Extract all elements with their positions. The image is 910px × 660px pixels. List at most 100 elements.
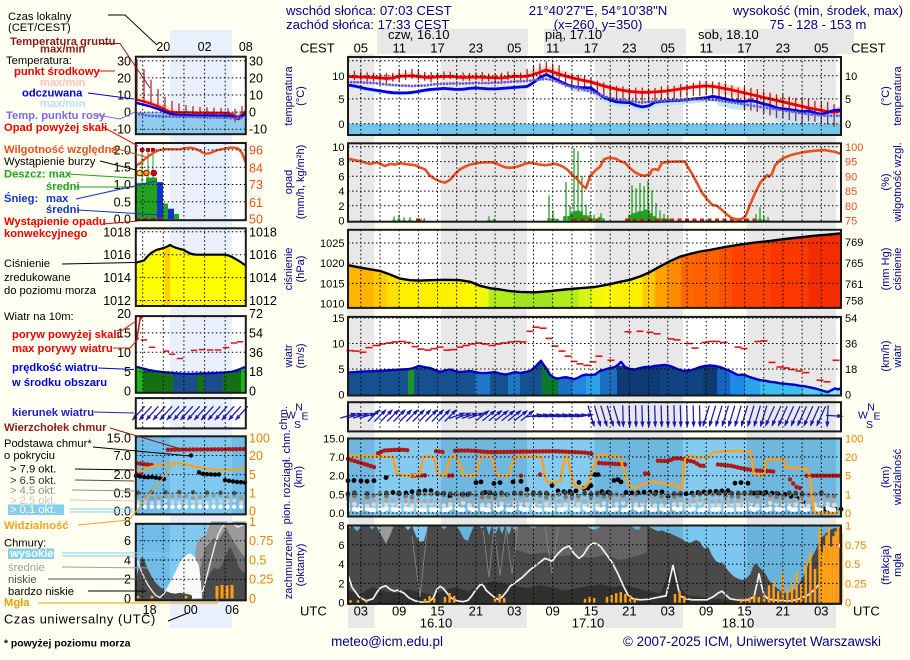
svg-text:(hPa): (hPa) bbox=[295, 256, 307, 283]
svg-text:23: 23 bbox=[776, 41, 790, 56]
svg-text:1014: 1014 bbox=[103, 271, 131, 285]
svg-text:17: 17 bbox=[737, 41, 751, 56]
svg-text:8: 8 bbox=[338, 157, 344, 169]
svg-text:(°C): (°C) bbox=[880, 86, 892, 106]
svg-text:max porywy wiatru: max porywy wiatru bbox=[12, 343, 113, 355]
svg-text:max/min: max/min bbox=[40, 98, 86, 110]
svg-text:pią, 17.10: pią, 17.10 bbox=[545, 27, 602, 42]
svg-text:> 0.1 okt.: > 0.1 okt. bbox=[10, 504, 56, 516]
svg-text:4: 4 bbox=[338, 559, 344, 571]
svg-text:5: 5 bbox=[338, 94, 344, 106]
svg-text:20: 20 bbox=[117, 71, 131, 85]
svg-text:zachód słońca: 17:33 CEST: zachód słońca: 17:33 CEST bbox=[286, 17, 449, 32]
svg-text:03: 03 bbox=[507, 604, 521, 619]
svg-text:05: 05 bbox=[507, 41, 521, 56]
svg-text:1018: 1018 bbox=[249, 225, 277, 239]
svg-text:30: 30 bbox=[117, 54, 131, 68]
svg-text:03: 03 bbox=[661, 604, 675, 619]
svg-text:15.0: 15.0 bbox=[107, 431, 131, 445]
svg-text:10: 10 bbox=[332, 339, 344, 351]
svg-text:UTC: UTC bbox=[853, 604, 880, 619]
svg-text:-10: -10 bbox=[113, 123, 131, 137]
svg-text:23: 23 bbox=[469, 41, 483, 56]
svg-text:54: 54 bbox=[845, 313, 857, 325]
svg-text:średnie: średnie bbox=[8, 562, 45, 574]
svg-text:23: 23 bbox=[622, 41, 636, 56]
svg-text:1015: 1015 bbox=[320, 278, 344, 290]
svg-text:1012: 1012 bbox=[103, 294, 131, 308]
svg-text:0.0: 0.0 bbox=[329, 508, 344, 520]
svg-text:21°40'27"E, 54°10'38"N: 21°40'27"E, 54°10'38"N bbox=[529, 3, 668, 18]
svg-text:1012: 1012 bbox=[249, 294, 277, 308]
svg-text:Podstawa chmur*: Podstawa chmur* bbox=[4, 438, 92, 450]
svg-text:05: 05 bbox=[814, 41, 828, 56]
svg-text:30: 30 bbox=[249, 54, 263, 68]
svg-text:(km): (km) bbox=[880, 466, 892, 488]
svg-text:7.0: 7.0 bbox=[114, 449, 131, 463]
svg-text:0.5: 0.5 bbox=[114, 487, 131, 501]
svg-text:(km/h): (km/h) bbox=[880, 340, 892, 371]
svg-text:> 6.5 okt.: > 6.5 okt. bbox=[10, 475, 56, 487]
svg-text:Śnieg:: Śnieg: bbox=[4, 192, 38, 205]
svg-text:mgła: mgła bbox=[892, 552, 904, 577]
svg-text:0: 0 bbox=[338, 216, 344, 228]
svg-text:20: 20 bbox=[156, 40, 170, 54]
svg-text:N: N bbox=[867, 402, 875, 414]
svg-text:(°C): (°C) bbox=[295, 86, 307, 106]
svg-text:6: 6 bbox=[338, 540, 344, 552]
svg-text:W: W bbox=[286, 410, 296, 422]
svg-text:> 4.5 okt.: > 4.5 okt. bbox=[10, 485, 56, 497]
svg-text:Widzialność: Widzialność bbox=[4, 520, 69, 532]
svg-text:1020: 1020 bbox=[320, 258, 344, 270]
svg-text:21: 21 bbox=[776, 604, 790, 619]
svg-text:765: 765 bbox=[845, 258, 863, 270]
svg-text:09: 09 bbox=[545, 604, 559, 619]
svg-text:(mm/h, kg/m²h): (mm/h, kg/m²h) bbox=[295, 145, 307, 220]
svg-text:zredukowane: zredukowane bbox=[4, 272, 71, 284]
svg-text:17: 17 bbox=[584, 41, 598, 56]
svg-text:0.5: 0.5 bbox=[845, 559, 860, 571]
svg-text:15: 15 bbox=[737, 604, 751, 619]
svg-text:1016: 1016 bbox=[249, 248, 277, 262]
svg-text:0: 0 bbox=[124, 385, 131, 399]
svg-text:1.0: 1.0 bbox=[114, 178, 131, 192]
svg-text:72: 72 bbox=[249, 307, 263, 321]
svg-text:09: 09 bbox=[392, 604, 406, 619]
svg-text:0: 0 bbox=[338, 390, 344, 402]
svg-text:15: 15 bbox=[430, 604, 444, 619]
svg-text:15: 15 bbox=[332, 313, 344, 325]
svg-text:6: 6 bbox=[338, 171, 344, 183]
svg-text:Chmury:: Chmury: bbox=[4, 538, 46, 550]
svg-text:Czas lokalny: Czas lokalny bbox=[8, 11, 72, 23]
svg-text:wysokość (min, środek, max): wysokość (min, środek, max) bbox=[732, 3, 903, 18]
svg-text:1: 1 bbox=[845, 489, 851, 501]
svg-text:> 7.9 okt.: > 7.9 okt. bbox=[10, 464, 56, 476]
svg-text:02: 02 bbox=[198, 40, 212, 54]
svg-text:96: 96 bbox=[249, 143, 263, 157]
svg-text:2.0: 2.0 bbox=[114, 468, 131, 482]
svg-text:6: 6 bbox=[124, 534, 131, 548]
svg-text:1018: 1018 bbox=[103, 225, 131, 239]
svg-text:średni: średni bbox=[46, 181, 80, 193]
svg-text:1: 1 bbox=[249, 487, 256, 501]
svg-text:5: 5 bbox=[845, 94, 851, 106]
svg-text:0: 0 bbox=[338, 119, 344, 131]
svg-text:5: 5 bbox=[249, 468, 256, 482]
svg-text:1010: 1010 bbox=[320, 299, 344, 311]
svg-text:ciśnienie: ciśnienie bbox=[892, 248, 904, 291]
svg-text:100: 100 bbox=[249, 431, 270, 445]
svg-text:pion. rozciągł. chm.: pion. rozciągł. chm. bbox=[281, 430, 293, 525]
svg-text:* powyżej poziomu morza: * powyżej poziomu morza bbox=[4, 639, 131, 650]
svg-text:85: 85 bbox=[845, 186, 857, 198]
svg-text:761: 761 bbox=[845, 279, 863, 291]
svg-text:21: 21 bbox=[469, 604, 483, 619]
svg-text:zachmurzenie: zachmurzenie bbox=[283, 531, 295, 599]
svg-text:S: S bbox=[294, 419, 301, 431]
svg-text:> 2.5 okt.: > 2.5 okt. bbox=[10, 495, 56, 507]
svg-text:bardzo niskie: bardzo niskie bbox=[8, 586, 74, 598]
svg-text:5: 5 bbox=[338, 364, 344, 376]
svg-text:1: 1 bbox=[845, 521, 851, 533]
svg-text:max: max bbox=[46, 193, 69, 205]
svg-text:0: 0 bbox=[249, 385, 256, 399]
svg-text:20: 20 bbox=[249, 449, 263, 463]
